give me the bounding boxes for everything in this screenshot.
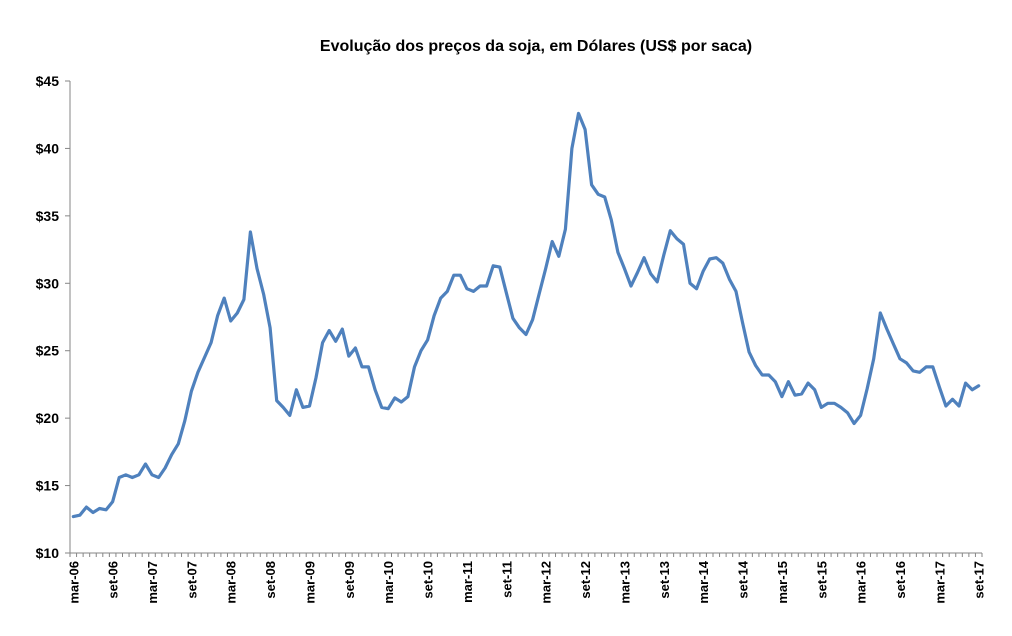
series-group xyxy=(71,111,981,519)
y-axis-ticks: $10 $15 $20 $25 $30 $35 $40 $45 xyxy=(36,73,70,561)
y-tick-label: $30 xyxy=(36,275,60,291)
y-tick-label: $10 xyxy=(36,545,60,561)
x-tick-label: mar-11 xyxy=(460,561,475,603)
x-tick-label: mar-07 xyxy=(145,561,160,604)
x-tick-label: mar-16 xyxy=(854,561,869,604)
x-tick-label: mar-12 xyxy=(539,561,554,604)
x-tick-label: mar-10 xyxy=(381,561,396,604)
y-tick-label: $35 xyxy=(36,208,60,224)
x-tick-label: set-14 xyxy=(736,560,751,598)
x-tick-label: mar-17 xyxy=(932,561,947,604)
x-tick-label: mar-09 xyxy=(302,561,317,604)
x-tick-label: set-17 xyxy=(972,561,987,599)
x-tick-label: set-07 xyxy=(184,561,199,599)
x-tick-label: set-13 xyxy=(657,561,672,599)
x-tick-label: set-16 xyxy=(893,561,908,599)
x-tick-label: set-15 xyxy=(814,561,829,599)
x-tick-label: mar-06 xyxy=(66,561,81,604)
y-tick-label: $40 xyxy=(36,140,60,156)
x-tick-label: set-08 xyxy=(263,561,278,599)
x-tick-label: set-06 xyxy=(106,561,121,599)
y-tick-label: $20 xyxy=(36,410,60,426)
axes xyxy=(69,81,982,554)
x-tick-label: mar-15 xyxy=(775,561,790,604)
chart-title: Evolução dos preços da soja, em Dólares … xyxy=(320,38,752,55)
x-tick-label: mar-08 xyxy=(224,561,239,604)
x-tick-label: set-11 xyxy=(499,561,514,598)
y-tick-label: $45 xyxy=(36,73,60,89)
x-tick-label: set-10 xyxy=(421,561,436,599)
y-tick-label: $25 xyxy=(36,343,60,359)
x-tick-label: set-09 xyxy=(342,561,357,599)
x-tick-label: set-12 xyxy=(578,561,593,599)
x-axis-ticks: mar-06 set-06 mar-07 set-07 mar-08 set-08 mar-… xyxy=(66,553,987,604)
x-tick-label: mar-13 xyxy=(617,561,632,604)
x-tick-label: mar-14 xyxy=(696,560,711,603)
y-tick-label: $15 xyxy=(36,478,60,494)
series-line-soy-price xyxy=(71,111,981,519)
